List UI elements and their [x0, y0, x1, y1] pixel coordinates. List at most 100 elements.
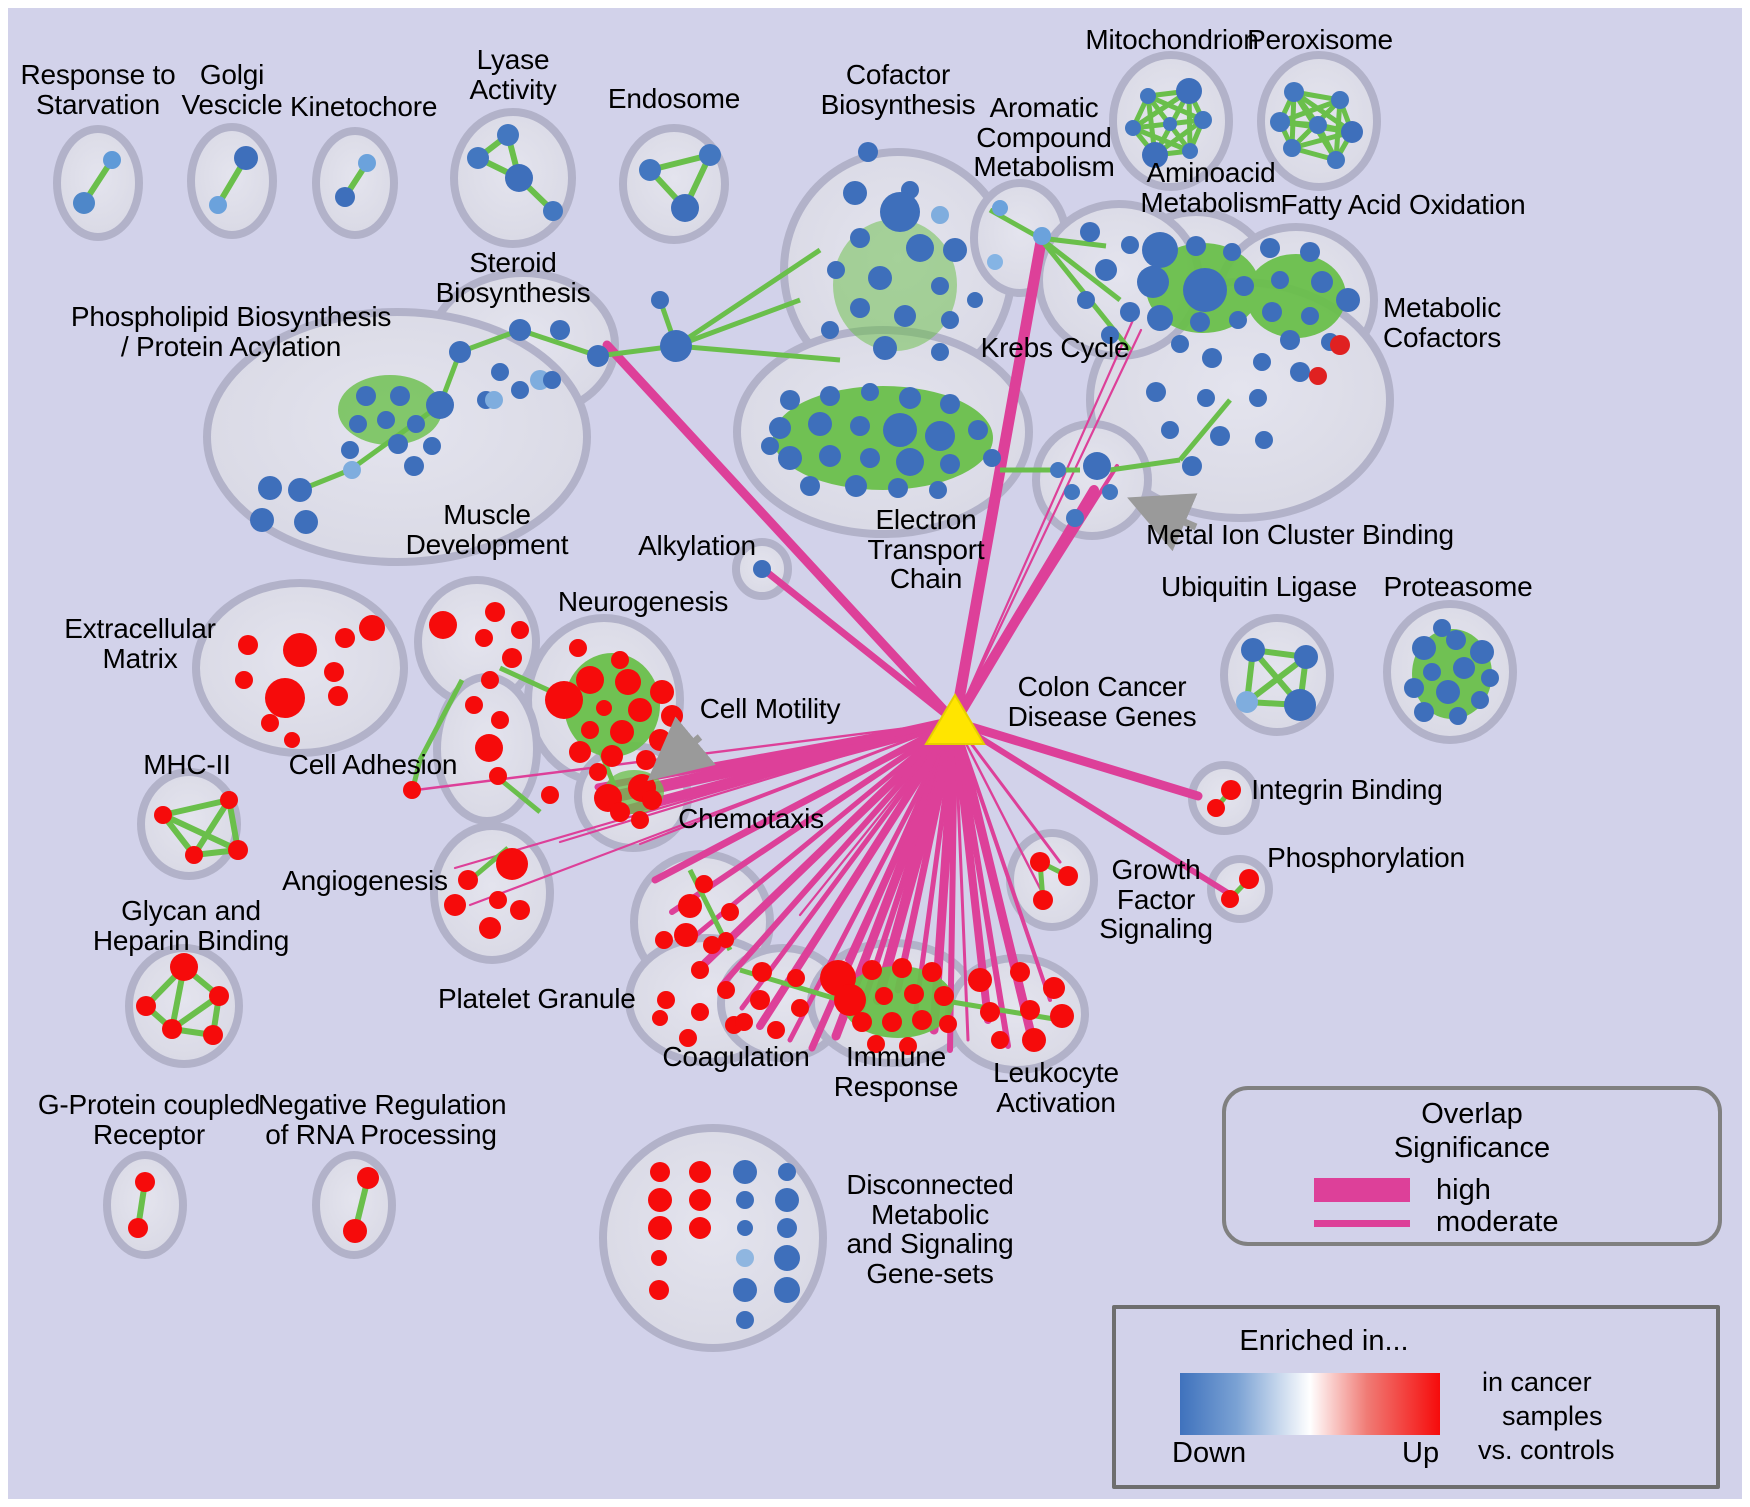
node-down	[1262, 302, 1282, 322]
node-down	[896, 448, 924, 476]
node-down	[931, 277, 949, 295]
node-down	[1183, 268, 1227, 312]
node-down	[1161, 421, 1179, 439]
node-up	[650, 680, 674, 704]
node-down	[1102, 484, 1118, 500]
dense-nodes-up	[128, 602, 1259, 1243]
node-up	[510, 900, 530, 920]
node-up	[265, 678, 305, 718]
node-down	[800, 476, 820, 496]
node-up	[875, 987, 893, 1005]
node-down	[1147, 305, 1173, 331]
node-down	[883, 413, 917, 447]
legend-note-line1: in cancer	[1482, 1367, 1592, 1397]
node-down	[1336, 288, 1360, 312]
node-down	[761, 437, 779, 455]
node-down	[335, 187, 355, 207]
node-down	[819, 445, 841, 467]
node-up	[328, 686, 348, 706]
node-down	[1236, 691, 1258, 713]
node-up	[767, 1021, 785, 1039]
node-up	[343, 1219, 367, 1243]
gene-set-nodes	[73, 78, 1363, 721]
node-up	[491, 711, 509, 729]
node-up	[636, 750, 656, 770]
node-down	[349, 415, 367, 433]
blob-fatty-acid-oxidation	[1246, 254, 1346, 338]
node-down	[1163, 117, 1177, 131]
node-down	[1283, 139, 1301, 157]
node-down	[1309, 367, 1327, 385]
node-up	[631, 811, 649, 829]
halo-disconnected	[599, 1124, 827, 1352]
node-down	[1414, 702, 1434, 722]
node-down	[1146, 382, 1166, 402]
node-up	[648, 1188, 672, 1212]
legend-overlap-title-line1: Overlap	[1421, 1098, 1523, 1130]
node-up	[238, 635, 258, 655]
node-up	[601, 745, 623, 767]
node-up	[991, 1031, 1009, 1049]
node-up	[1050, 1004, 1074, 1028]
node-down	[671, 194, 699, 222]
node-up	[862, 960, 882, 980]
node-down	[1050, 462, 1066, 478]
node-down	[820, 386, 840, 406]
node-down	[1120, 302, 1140, 322]
node-down	[778, 446, 802, 470]
node-down	[940, 394, 960, 414]
node-down	[733, 1160, 757, 1184]
node-up	[128, 1218, 148, 1238]
node-up	[980, 1002, 1000, 1022]
node-down	[868, 266, 892, 290]
node-up	[136, 996, 156, 1016]
node-up	[867, 1035, 885, 1053]
dense-nodes-down	[250, 142, 1499, 725]
node-up	[511, 621, 529, 639]
node-down	[1095, 259, 1117, 281]
node-up	[209, 986, 229, 1006]
node-down	[1083, 452, 1111, 480]
node-up	[717, 981, 735, 999]
node-down	[845, 475, 867, 497]
node-down	[1255, 431, 1273, 449]
node-down	[1294, 645, 1318, 669]
node-up	[403, 781, 421, 799]
halo-metal-ion-cluster-binding	[1032, 420, 1152, 540]
node-down	[1186, 236, 1206, 256]
node-up	[721, 903, 739, 921]
node-down	[1300, 242, 1320, 262]
node-up	[569, 741, 591, 763]
node-up	[968, 968, 992, 992]
node-down	[983, 449, 1001, 467]
node-down	[1330, 335, 1350, 355]
node-up	[283, 633, 317, 667]
node-down	[1202, 348, 1222, 368]
node-up	[1022, 1028, 1046, 1052]
node-up	[481, 671, 499, 689]
node-up	[615, 669, 641, 695]
node-down	[1481, 669, 1499, 687]
node-up	[569, 639, 587, 657]
node-up	[651, 1250, 667, 1266]
node-down	[888, 478, 908, 498]
node-up	[235, 671, 253, 689]
node-up	[642, 790, 662, 810]
node-up	[479, 917, 501, 939]
node-down	[774, 1277, 800, 1303]
node-up	[496, 848, 528, 880]
node-down	[1142, 142, 1168, 168]
node-up	[324, 662, 344, 682]
node-down	[1182, 456, 1202, 476]
node-up	[1058, 866, 1078, 886]
hub-triangle-icon[interactable]	[924, 693, 986, 745]
node-up	[203, 1025, 223, 1045]
node-down	[1171, 335, 1189, 353]
node-up	[589, 763, 607, 781]
node-down	[1309, 116, 1327, 134]
node-up	[934, 986, 954, 1006]
node-up	[679, 1029, 697, 1047]
node-up	[596, 700, 612, 716]
node-down	[1436, 680, 1460, 704]
